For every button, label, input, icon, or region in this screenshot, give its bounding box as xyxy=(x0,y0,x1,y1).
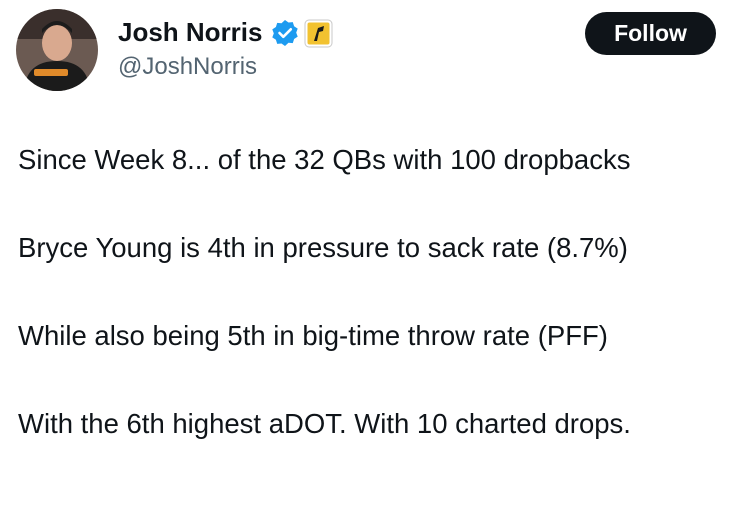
verified-badge xyxy=(272,20,298,46)
follow-button[interactable]: Follow xyxy=(585,12,716,55)
tweet-paragraph: Since Week 8... of the 32 QBs with 100 d… xyxy=(18,144,631,175)
author-name[interactable]: Josh Norris xyxy=(118,17,263,47)
avatar[interactable] xyxy=(16,9,98,91)
tweet-paragraph: While also being 5th in big-time throw r… xyxy=(18,320,608,351)
tweet-paragraph: Bryce Young is 4th in pressure to sack r… xyxy=(18,232,628,263)
badges xyxy=(272,19,333,48)
author-handle[interactable]: @JoshNorris xyxy=(118,53,258,80)
tweet-text: Since Week 8... of the 32 QBs with 100 d… xyxy=(18,138,734,446)
affiliate-badge xyxy=(304,19,333,48)
tweet-paragraph: With the 6th highest aDOT. With 10 chart… xyxy=(18,408,631,439)
